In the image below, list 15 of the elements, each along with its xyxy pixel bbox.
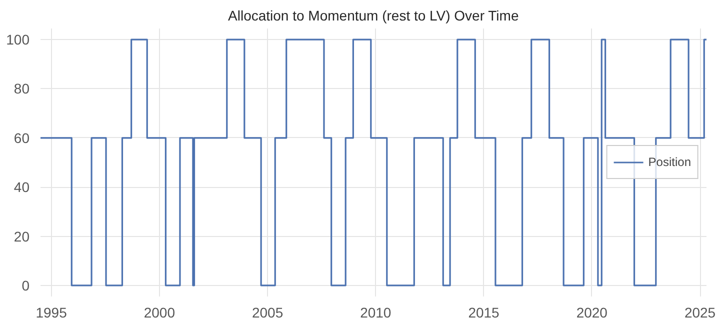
chart-title: Allocation to Momentum (rest to LV) Over Time	[228, 8, 519, 24]
y-tick-label: 20	[14, 228, 30, 244]
y-tick-label: 0	[22, 277, 30, 294]
x-tick-label: 2005	[252, 304, 284, 320]
y-tick-label: 40	[14, 179, 30, 196]
x-tick-label: 2000	[144, 304, 176, 320]
legend-label: Position	[648, 155, 691, 169]
y-tick-label: 100	[6, 32, 30, 48]
y-tick-label: 60	[14, 130, 30, 146]
x-tick-label: 2020	[576, 304, 608, 320]
y-tick-label: 80	[14, 80, 30, 97]
x-tick-label: 2025	[684, 304, 716, 320]
x-tick-label: 1995	[36, 304, 68, 320]
x-tick-label: 2010	[360, 304, 392, 320]
x-tick-label: 2015	[468, 304, 500, 320]
